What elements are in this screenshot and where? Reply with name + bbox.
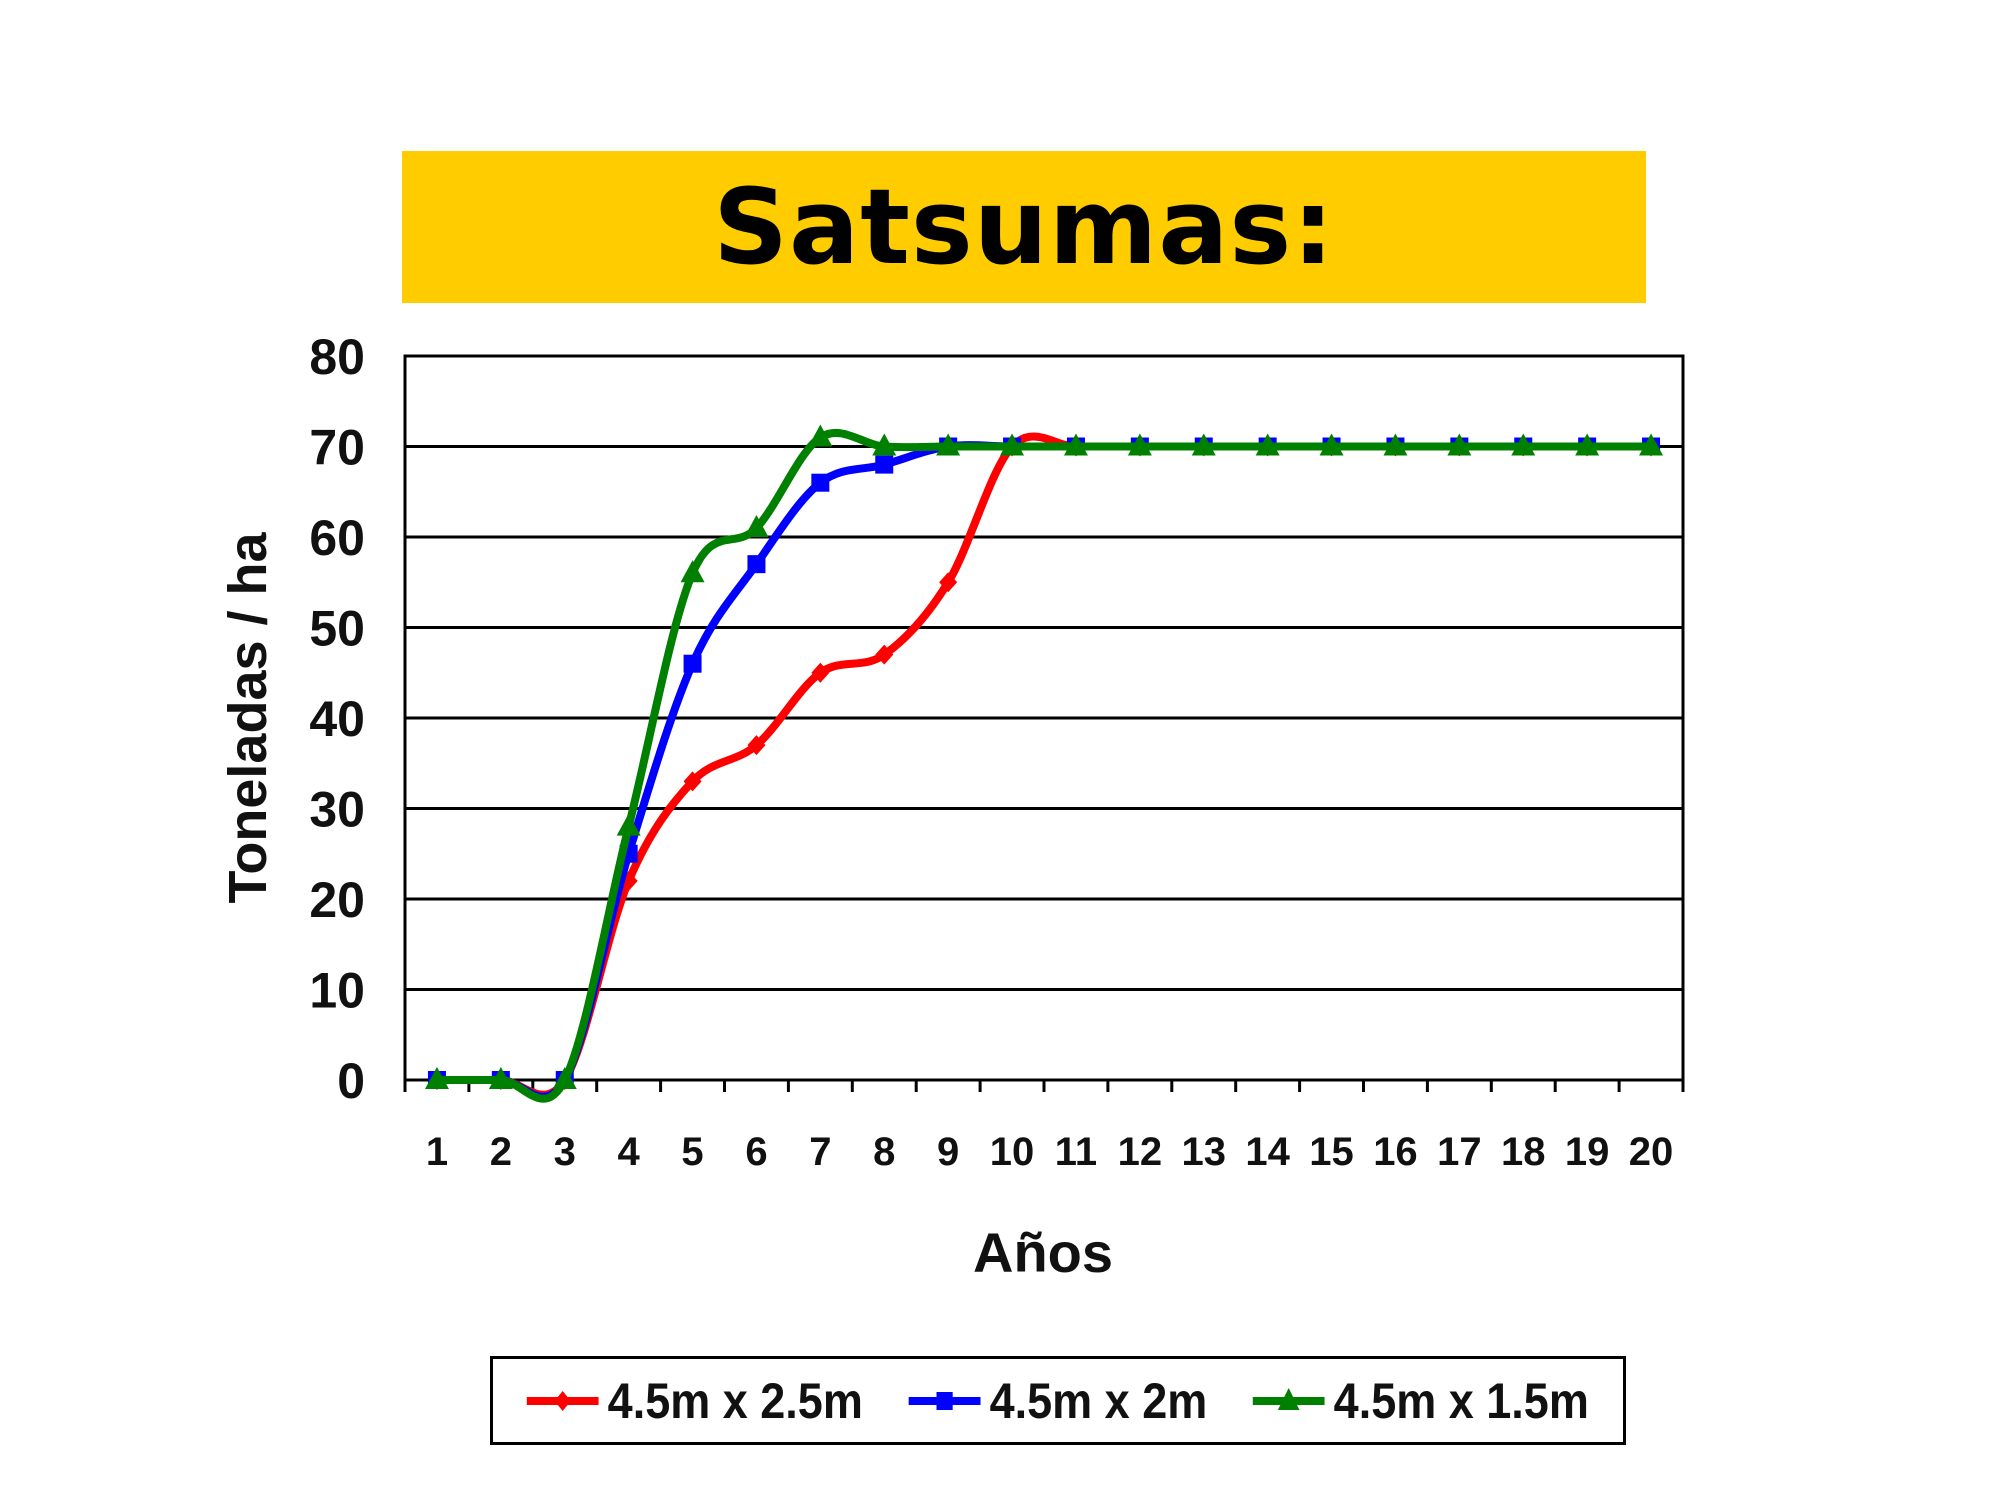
legend-item: 4.5m x 2m [908, 1372, 1208, 1430]
legend-item: 4.5m x 2.5m [526, 1372, 864, 1430]
legend-swatch [908, 1391, 981, 1410]
x-tick-label: 17 [1437, 1130, 1482, 1174]
series-lines [424, 424, 1664, 1103]
triangle-marker [1511, 433, 1536, 456]
diamond-marker [747, 735, 766, 756]
triangle-marker [1191, 433, 1216, 456]
triangle-marker [744, 514, 769, 537]
triangle-marker [1000, 433, 1025, 456]
y-tick-label: 20 [309, 872, 365, 928]
triangle-marker [424, 1067, 449, 1089]
x-tick-label: 12 [1118, 1130, 1163, 1174]
y-tick-label: 10 [309, 963, 365, 1019]
triangle-marker [1127, 433, 1152, 456]
legend-swatch [1252, 1387, 1325, 1410]
y-tick-label: 30 [309, 782, 365, 838]
series-3 [424, 424, 1664, 1103]
legend-label: 4.5m x 1.5m [1333, 1372, 1590, 1429]
triangle-marker [936, 433, 961, 456]
legend-item: 4.5m x 1.5m [1252, 1372, 1590, 1430]
diamond-marker [554, 1390, 571, 1411]
x-tick-label: 11 [1055, 1130, 1097, 1174]
triangle-marker [680, 560, 705, 583]
triangle-marker [1255, 433, 1280, 456]
x-axis-label: Años [973, 1221, 1113, 1284]
triangle-marker [1447, 433, 1472, 456]
diamond-marker [875, 644, 894, 665]
triangle-marker [1278, 1387, 1300, 1410]
x-tick-label: 19 [1565, 1130, 1610, 1174]
x-tick-label: 14 [1245, 1130, 1290, 1174]
x-tick-label: 5 [681, 1130, 703, 1174]
legend-label: 4.5m x 2m [989, 1372, 1208, 1429]
square-marker [683, 654, 702, 673]
chart-title-banner: Satsumas: [402, 151, 1646, 303]
x-tick-label: 13 [1182, 1130, 1227, 1174]
triangle-marker [872, 433, 897, 456]
triangle-marker [616, 813, 641, 836]
triangle-marker [1639, 433, 1664, 456]
series-line [436, 428, 1652, 1103]
triangle-marker [488, 1067, 513, 1089]
x-tick-label: 3 [554, 1130, 576, 1174]
y-axis-label: Toneladas / ha [218, 531, 278, 903]
x-tick-label: 2 [490, 1130, 512, 1174]
x-tick-label: 10 [990, 1130, 1035, 1174]
x-tick-label: 8 [873, 1130, 895, 1174]
triangle-marker [1575, 433, 1600, 456]
square-marker [936, 1391, 953, 1410]
y-tick-label: 40 [309, 691, 365, 747]
square-marker [747, 555, 766, 574]
chart-title: Satsumas: [713, 166, 1335, 288]
x-tick-label: 16 [1373, 1130, 1418, 1174]
series-1 [427, 432, 1661, 1099]
legend-label: 4.5m x 2.5m [607, 1372, 864, 1429]
x-tick-label: 15 [1309, 1130, 1354, 1174]
triangle-marker [1063, 433, 1088, 456]
series-line [436, 432, 1652, 1099]
series-line [436, 441, 1652, 1101]
square-marker [875, 455, 894, 474]
square-marker [811, 473, 830, 492]
x-tick-label: 18 [1501, 1130, 1546, 1174]
x-tick-label: 7 [809, 1130, 831, 1174]
y-tick-label: 70 [309, 420, 365, 476]
diamond-marker [811, 662, 830, 683]
y-tick-label: 50 [309, 601, 365, 657]
triangle-marker [1319, 433, 1344, 456]
x-tick-label: 20 [1629, 1130, 1674, 1174]
x-tick-label: 9 [937, 1130, 959, 1174]
triangle-marker [552, 1067, 577, 1089]
triangle-marker [808, 424, 833, 447]
diamond-marker [683, 771, 702, 792]
x-tick-label: 6 [745, 1130, 767, 1174]
x-tick-label: 1 [426, 1130, 448, 1174]
y-tick-label: 80 [309, 329, 365, 385]
triangle-marker [1383, 433, 1408, 456]
y-tick-label: 60 [309, 510, 365, 566]
x-tick-label: 4 [618, 1130, 641, 1174]
y-tick-label: 0 [337, 1053, 365, 1109]
legend: 4.5m x 2.5m 4.5m x 2m 4.5m x 1.5m [490, 1356, 1626, 1445]
legend-swatch [526, 1390, 599, 1411]
diamond-marker [939, 572, 958, 593]
